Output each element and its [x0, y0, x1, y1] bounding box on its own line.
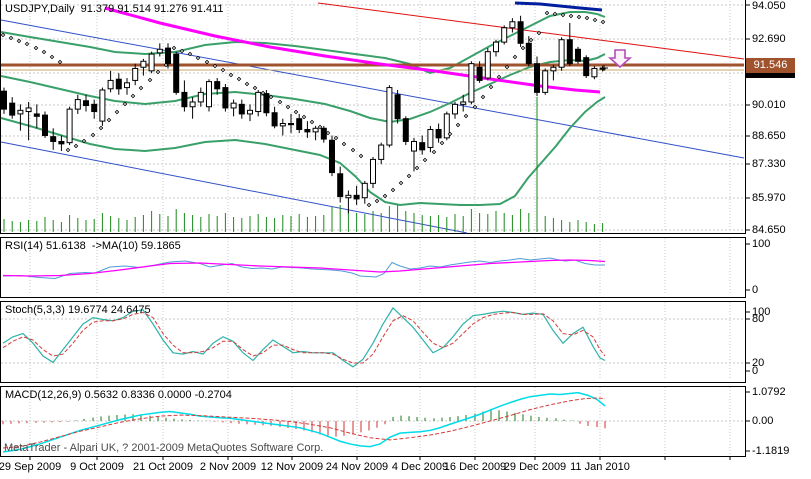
- rsi-axis-label: 100: [752, 238, 771, 250]
- price-axis-label: 90.010: [752, 99, 786, 111]
- rsi-indicator-label: RSI(14) 51.6138 ->MA(10) 59.1865: [5, 240, 181, 252]
- chart-header: USDJPY,Daily 91.379 91.514 91.276 91.411: [5, 3, 224, 15]
- macd-indicator-label: MACD(12,26,9) 0.5632 0.8336 0.0000 -0.27…: [5, 389, 232, 401]
- macd-axis-label: 0.00: [752, 415, 774, 427]
- symbol-timeframe-label: USDJPY,Daily: [5, 3, 75, 15]
- date-axis-label: 29 Dec 2009: [503, 461, 567, 473]
- date-axis-label: 29 Sep 2009: [0, 461, 62, 473]
- price-axis-label: 85.970: [752, 192, 786, 204]
- price-axis-label: 87.330: [752, 158, 786, 170]
- price-axis-label: 94.050: [752, 0, 786, 12]
- date-axis-label: 11 Jan 2010: [570, 461, 630, 473]
- date-axis-label: 9 Oct 2009: [70, 461, 124, 473]
- rsi-axis-label: 0: [752, 284, 759, 296]
- macd-axis-label: -1.1819: [752, 445, 790, 457]
- date-axis-label: 24 Nov 2009: [325, 461, 389, 473]
- macd-axis-label: 1.0792: [752, 386, 786, 398]
- price-axis-label: 88.650: [752, 130, 786, 142]
- bid-label-sliver: [746, 73, 795, 78]
- stoch-axis-label: 80: [752, 313, 765, 325]
- price-axis-label: 92.690: [752, 33, 786, 45]
- date-axis-label: 16 Dec 2009: [443, 461, 507, 473]
- date-axis-label: 2 Nov 2009: [199, 461, 257, 473]
- watermark: MetaTrader - Alpari UK, ? 2001-2009 Meta…: [4, 442, 324, 454]
- main-price-panel: [0, 0, 746, 234]
- stoch-axis-label: 0: [752, 365, 759, 377]
- date-axis-label: 21 Oct 2009: [133, 461, 193, 473]
- stoch-axis-label: 100: [752, 306, 771, 318]
- stoch-indicator-label: Stoch(5,3,3) 19.6774 24.6475: [5, 304, 151, 316]
- date-axis-label: 4 Dec 2009: [391, 461, 449, 473]
- ohlc-values: 91.379 91.514 91.276 91.411: [74, 3, 224, 15]
- price-axis-label: 84.650: [752, 224, 786, 236]
- date-axis-label: 12 Nov 2009: [260, 461, 324, 473]
- current-price-badge: 91.546: [746, 58, 795, 73]
- stoch-axis-label: 20: [752, 357, 765, 369]
